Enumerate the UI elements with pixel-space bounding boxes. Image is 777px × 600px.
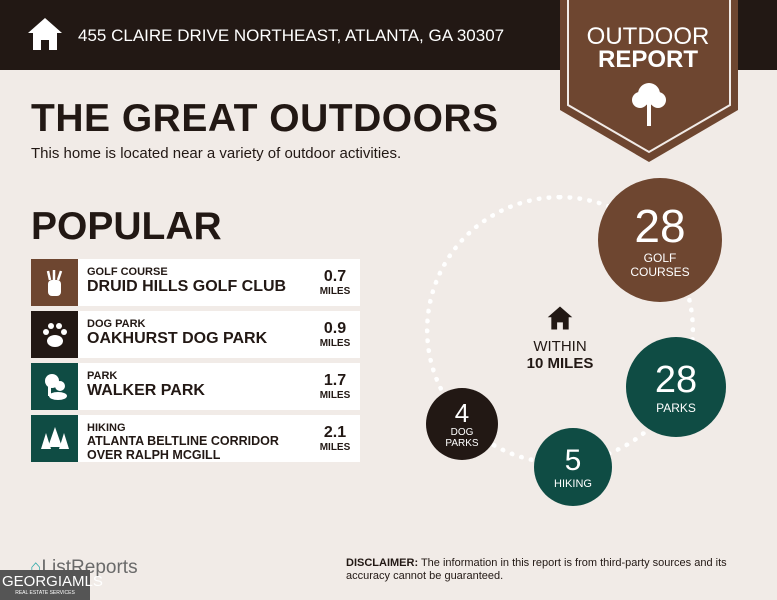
golf-count-circle: 28 GOLF COURSES: [598, 178, 722, 302]
page-title: THE GREAT OUTDOORS: [31, 97, 499, 140]
item-name: ATLANTA BELTLINE CORRIDOR OVER RALPH MCG…: [87, 434, 279, 462]
page-subtitle: This home is located near a variety of o…: [31, 145, 402, 162]
parks-count-circle: 28 PARKS: [626, 337, 726, 437]
popular-title: POPULAR: [31, 205, 222, 248]
badge-line2: REPORT: [597, 46, 698, 73]
house-outline-icon: ⌂: [30, 557, 42, 578]
item-category: PARK: [87, 370, 118, 382]
item-name: WALKER PARK: [87, 382, 205, 399]
item-category: DOG PARK: [87, 318, 146, 330]
property-address: 455 CLAIRE DRIVE NORTHEAST, ATLANTA, GA …: [78, 26, 505, 45]
item-distance-unit: MILES: [319, 338, 351, 349]
park-tree-icon: [31, 363, 78, 410]
home-icon: [28, 18, 62, 50]
popular-list-item: PARK WALKER PARK 1.7 MILES: [31, 363, 360, 410]
item-distance: 2.1: [323, 424, 347, 441]
badge-line1: OUTDOOR: [586, 23, 710, 50]
item-distance-unit: MILES: [319, 442, 351, 453]
disclaimer: DISCLAIMER: The information in this repo…: [346, 557, 727, 582]
item-distance: 1.7: [323, 372, 347, 389]
popular-list-item: GOLF COURSE DRUID HILLS GOLF CLUB 0.7 MILE…: [31, 259, 360, 306]
home-icon: [547, 306, 573, 330]
item-category: HIKING: [87, 422, 126, 434]
georgia-mls-watermark: GEORGIAMLS REAL ESTATE SERVICES: [0, 570, 103, 600]
dog-count-circle: 4 DOG PARKS: [426, 388, 498, 460]
outdoor-report-badge: [560, 0, 738, 162]
golf-bag-icon: [31, 259, 78, 306]
item-distance-unit: MILES: [319, 390, 351, 401]
within-label: WITHIN 10 MILES: [526, 338, 594, 372]
hiking-count-circle: 5 HIKING: [534, 428, 612, 506]
item-distance: 0.9: [323, 320, 347, 337]
item-name: DRUID HILLS GOLF CLUB: [87, 278, 287, 295]
paw-icon: [31, 311, 78, 358]
popular-list-item: HIKING ATLANTA BELTLINE CORRIDOR OVER RAL…: [31, 415, 360, 462]
item-distance-unit: MILES: [319, 286, 351, 297]
popular-list-item: DOG PARK OAKHURST DOG PARK 0.9 MILES: [31, 311, 360, 358]
item-distance: 0.7: [323, 268, 347, 285]
item-name: OAKHURST DOG PARK: [87, 330, 268, 347]
item-category: GOLF COURSE: [87, 266, 168, 278]
pine-trees-icon: [31, 415, 78, 462]
